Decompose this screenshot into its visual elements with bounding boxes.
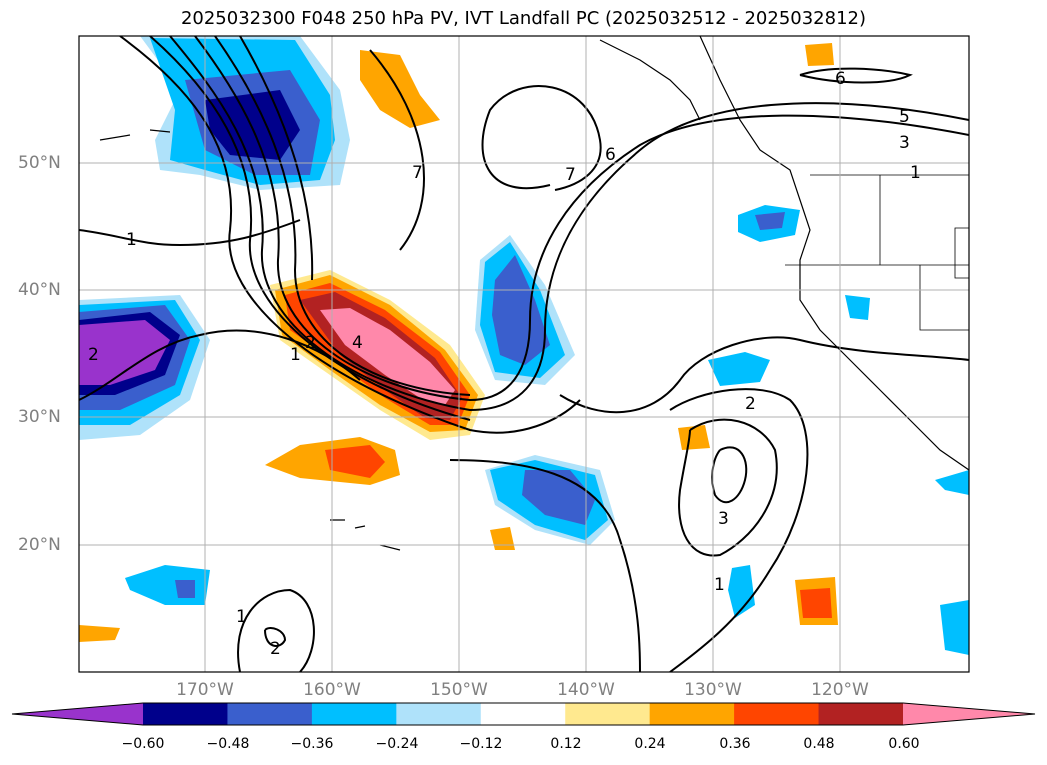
contour-label: 2 — [745, 394, 756, 414]
colorbar-segment — [480, 703, 566, 725]
colorbar-segment — [143, 703, 228, 725]
contour-label: 3 — [718, 509, 729, 529]
contour-label: 1 — [126, 230, 137, 250]
contour-label: 1 — [910, 163, 921, 183]
colorbar-tick: 0.48 — [803, 736, 835, 752]
colorbar-tick: −0.12 — [459, 736, 503, 752]
contour-label: 2 — [305, 333, 316, 353]
contour-label: 3 — [899, 133, 910, 153]
colorbar-tick: 0.12 — [550, 736, 582, 752]
lon-label: 160°W — [303, 680, 361, 700]
contour-label: 6 — [835, 69, 846, 89]
colorbar-tick: −0.36 — [290, 736, 334, 752]
lat-label: 20°N — [18, 535, 61, 555]
map-title: 2025032300 F048 250 hPa PV, IVT Landfall… — [180, 8, 867, 29]
contour-label: 1 — [290, 345, 301, 365]
colorbar-segment — [227, 703, 313, 725]
lat-label: 30°N — [18, 407, 61, 427]
lon-label: 120°W — [811, 680, 869, 700]
colorbar-segment — [649, 703, 735, 725]
colorbar — [11, 702, 1036, 726]
contour-label: 6 — [605, 145, 616, 165]
colorbar-tick: −0.24 — [375, 736, 419, 752]
contour-label: 1 — [236, 607, 247, 627]
gridlines — [79, 36, 969, 672]
colorbar-segment — [818, 703, 904, 725]
contour-label: 2 — [270, 639, 281, 659]
state-borders — [785, 174, 969, 331]
colorbar-tick: 0.24 — [634, 736, 666, 752]
colorbar-tick: 0.60 — [888, 736, 920, 752]
colorbar-extend-high — [903, 703, 1035, 725]
colorbar-segment — [734, 703, 820, 725]
negative-anomaly-north-pacific — [140, 36, 350, 190]
lon-label: 140°W — [557, 680, 615, 700]
contour-label: 4 — [352, 333, 363, 353]
map-canvas: 1 2 4 7 6 5 3 1 7 1 2 2 3 1 1 2 6 — [78, 35, 970, 673]
map-frame — [78, 35, 970, 673]
coastlines — [99, 36, 969, 551]
colorbar-extend-low — [12, 703, 143, 725]
lon-label: 130°W — [684, 680, 742, 700]
contour-label: 2 — [88, 345, 99, 365]
small-anomaly-patches — [79, 43, 969, 655]
colorbar-tick: −0.48 — [206, 736, 250, 752]
colorbar-segment — [565, 703, 651, 725]
colorbar-tick: −0.60 — [121, 736, 165, 752]
lon-label: 150°W — [430, 680, 488, 700]
lon-label: 170°W — [176, 680, 234, 700]
contour-label: 7 — [565, 165, 576, 185]
contour-label: 5 — [899, 107, 910, 127]
lat-label: 50°N — [18, 153, 61, 173]
contour-label: 7 — [412, 163, 423, 183]
colorbar-segment — [311, 703, 397, 725]
lat-label: 40°N — [18, 280, 61, 300]
pv-contours — [79, 36, 969, 672]
colorbar-segment — [396, 703, 482, 725]
contour-label: 1 — [714, 575, 725, 595]
colorbar-tick: 0.36 — [719, 736, 751, 752]
